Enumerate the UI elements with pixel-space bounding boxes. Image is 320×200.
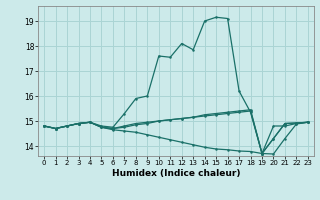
X-axis label: Humidex (Indice chaleur): Humidex (Indice chaleur) — [112, 169, 240, 178]
